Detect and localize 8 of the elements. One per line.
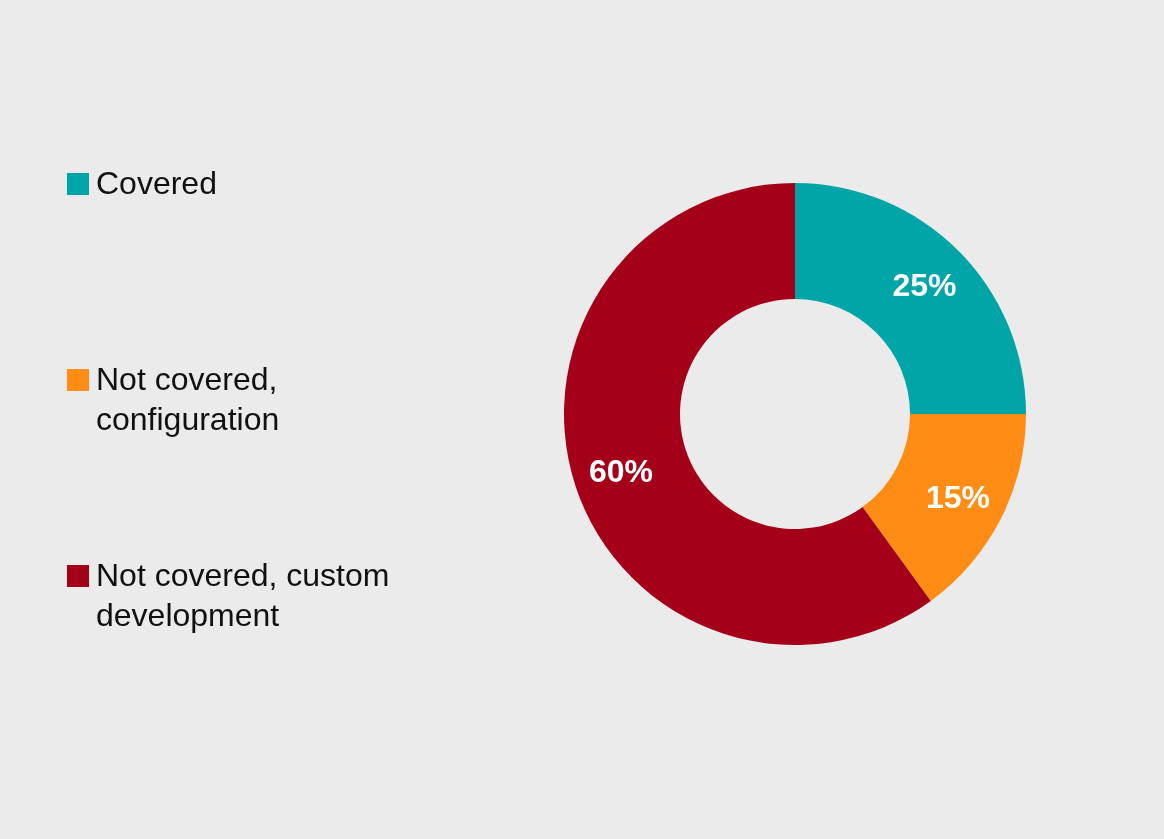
data-label: 25% (892, 266, 957, 303)
legend-label: Not covered, custom development (96, 557, 390, 634)
data-label: 15% (926, 479, 991, 516)
legend-label: Covered (96, 165, 217, 202)
donut-slice (795, 183, 1026, 414)
legend-label: Not covered, configuration (96, 361, 280, 438)
data-label: 60% (588, 452, 653, 489)
donut-slice (862, 414, 1026, 601)
